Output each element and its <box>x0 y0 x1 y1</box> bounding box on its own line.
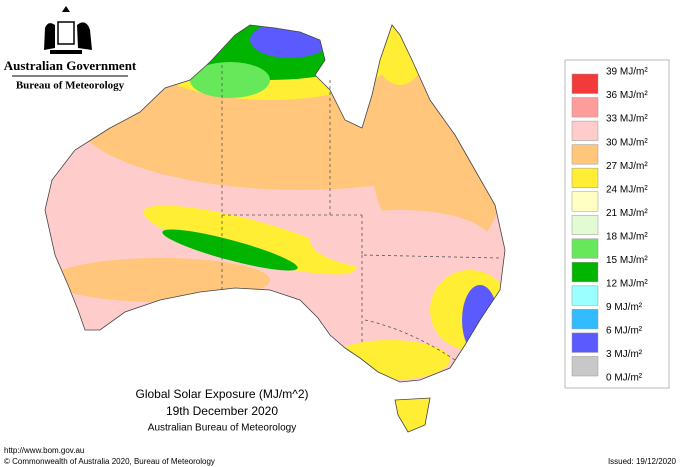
bureau-title: Bureau of Meteorology <box>16 80 125 92</box>
legend-swatch <box>571 167 599 188</box>
legend-swatch <box>571 332 599 353</box>
state-borders <box>221 65 501 361</box>
legend-label: 33 MJ/m² <box>606 114 648 125</box>
legend-swatch <box>571 97 599 118</box>
legend-label: 6 MJ/m² <box>606 326 643 337</box>
legend-swatch <box>571 285 599 306</box>
legend-label: 21 MJ/m² <box>606 208 648 219</box>
legend-swatch <box>571 120 599 141</box>
legend-label: 9 MJ/m² <box>606 302 643 313</box>
legend: 39 MJ/m² 36 MJ/m² 33 MJ/m² 30 MJ/m² 27 MJ/m²… <box>571 67 648 384</box>
caption-source: Australian Bureau of Meteorology <box>148 423 296 434</box>
footer-url: http://www.bom.gov.au <box>4 446 84 455</box>
legend-swatch <box>571 356 599 377</box>
legend-label: 30 MJ/m² <box>606 137 648 148</box>
legend-label: 36 MJ/m² <box>606 90 648 101</box>
tasmania <box>394 397 431 433</box>
legend-label: 27 MJ/m² <box>606 161 648 172</box>
caption-date: 19th December 2020 <box>166 404 278 418</box>
legend-label: 39 MJ/m² <box>606 67 648 78</box>
legend-label: 12 MJ/m² <box>606 278 648 289</box>
coastline <box>44 24 506 383</box>
legend-swatch <box>571 262 599 283</box>
legend-swatch <box>571 238 599 259</box>
legend-label: 3 MJ/m² <box>606 349 643 360</box>
legend-label: 24 MJ/m² <box>606 184 648 195</box>
coat-of-arms <box>44 6 92 54</box>
legend-swatch <box>571 191 599 212</box>
legend-label: 0 MJ/m² <box>606 373 643 384</box>
footer-issued: Issued: 19/12/2020 <box>608 457 677 466</box>
gov-title: Australian Government <box>4 58 137 73</box>
legend-swatch <box>571 309 599 330</box>
legend-label: 15 MJ/m² <box>606 255 648 266</box>
footer-copyright: © Commonwealth of Australia 2020, Bureau… <box>4 457 215 466</box>
legend-swatch <box>571 214 599 236</box>
caption-title: Global Solar Exposure (MJ/m^2) <box>135 387 308 401</box>
legend-swatch <box>571 144 599 165</box>
legend-label: 18 MJ/m² <box>606 231 648 242</box>
legend-swatch <box>571 73 599 94</box>
